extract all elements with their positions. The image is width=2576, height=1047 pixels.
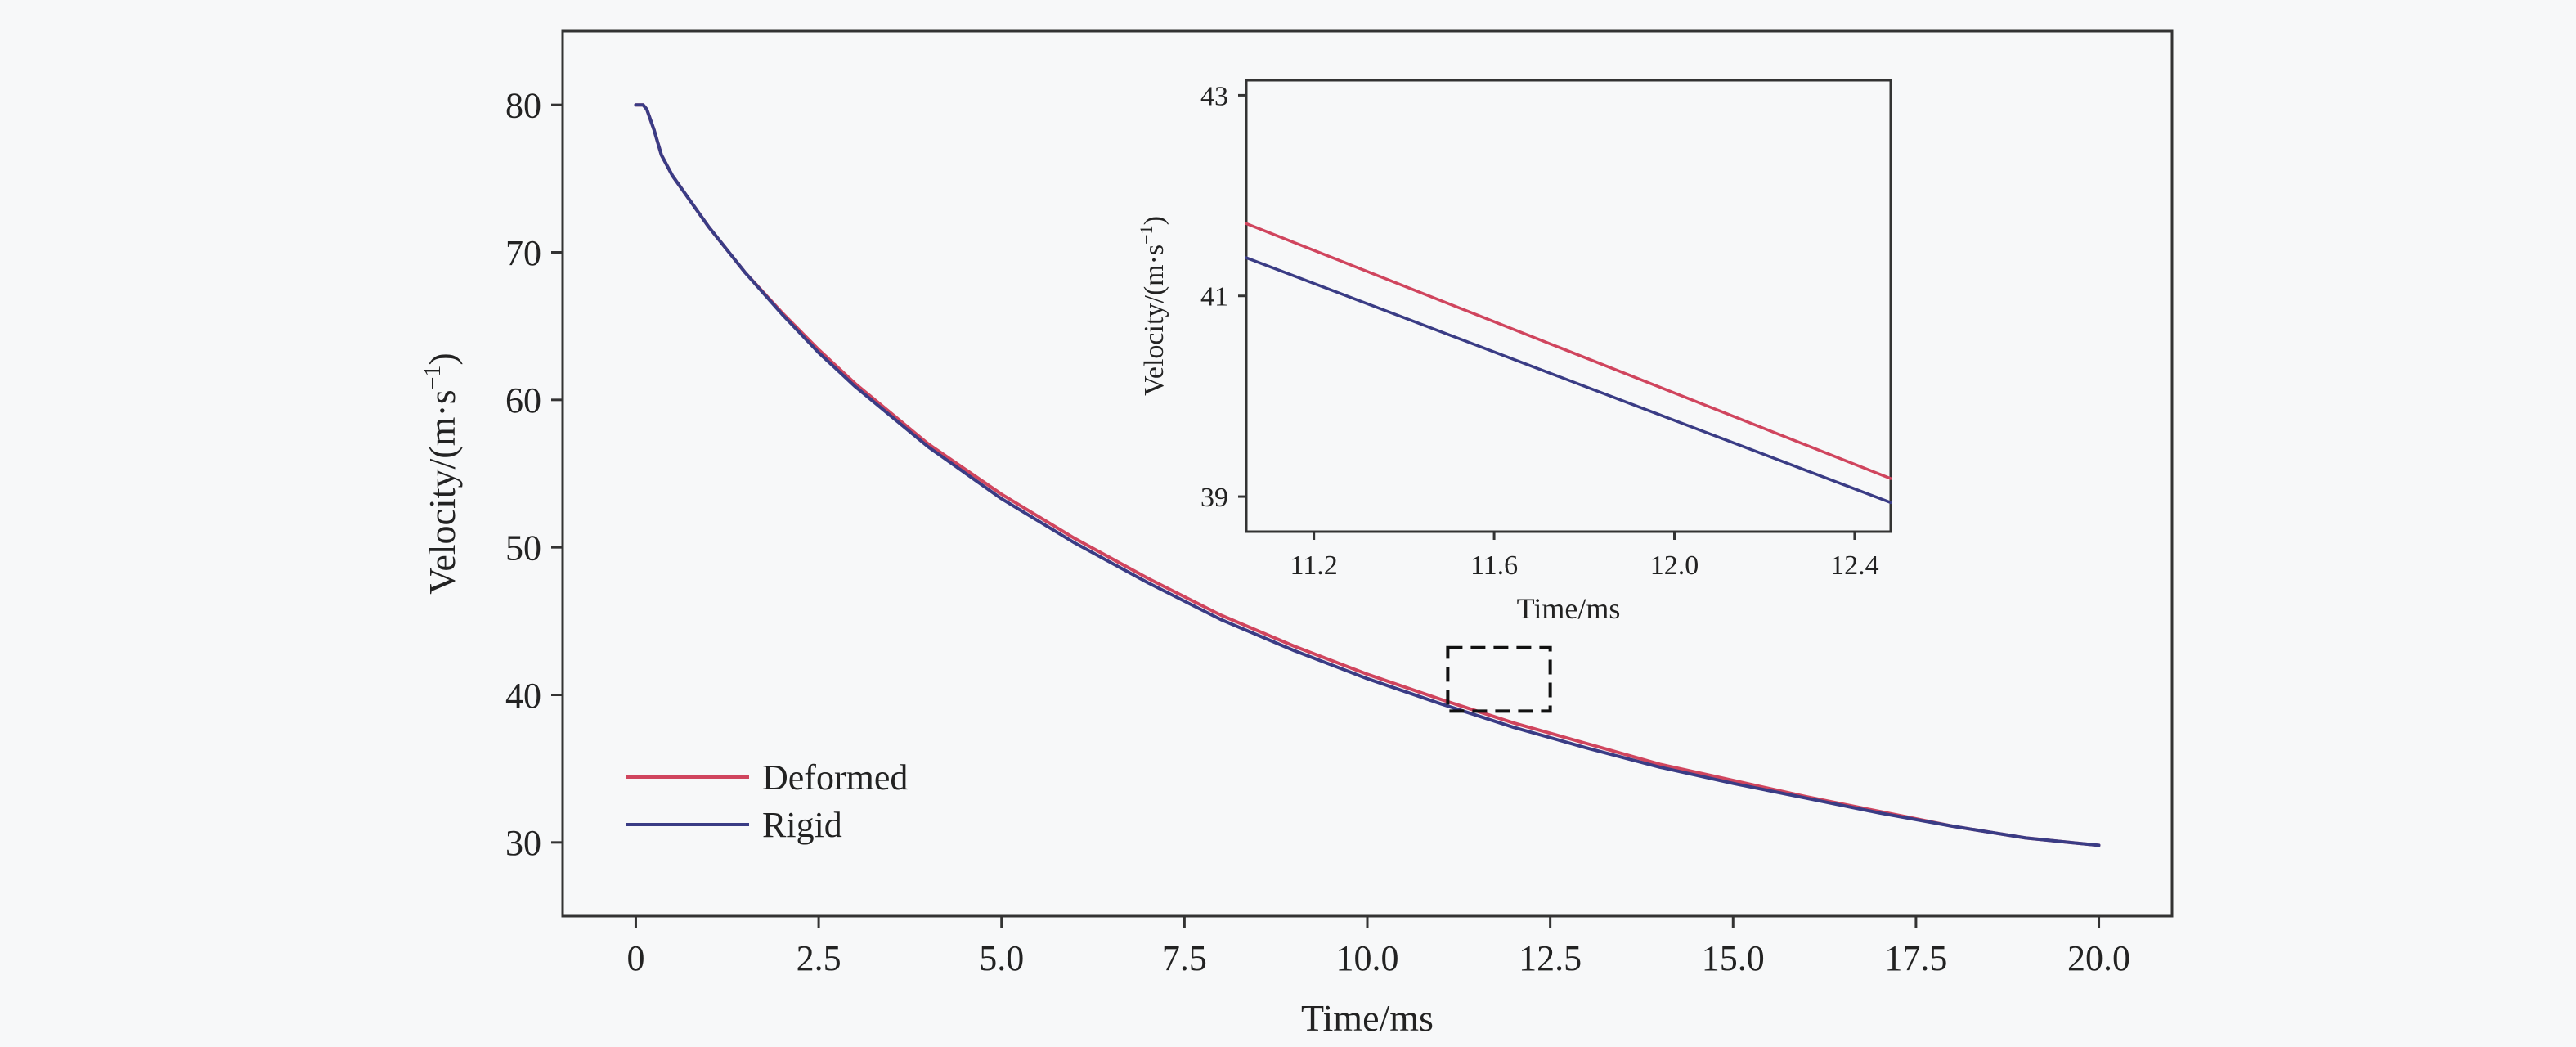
y-tick-label: 39 (1200, 483, 1228, 513)
inset-plot-frame (1245, 79, 1892, 533)
x-tick-label: 0 (626, 938, 644, 978)
x-tick-label: 11.2 (1290, 550, 1338, 581)
inset-x-axis: 11.2 11.6 12.0 12.4 (1290, 532, 1879, 581)
inset-y-axis-label: Velocity/(m·s−1) (1136, 216, 1169, 396)
inset-x-axis-label: Time/ms (1517, 592, 1621, 625)
inset-y-axis: 39 41 43 (1200, 81, 1246, 513)
x-tick-label: 7.5 (1162, 938, 1207, 978)
legend: Deformed Rigid (626, 757, 908, 845)
y-tick-label: 80 (505, 86, 541, 126)
x-tick-label: 12.4 (1830, 550, 1879, 581)
x-tick-label: 11.6 (1470, 550, 1518, 581)
series-line-deformed (1245, 222, 1892, 480)
legend-label-rigid: Rigid (762, 805, 842, 845)
series-line-rigid (634, 103, 2101, 847)
y-tick-label: 70 (505, 233, 541, 273)
y-tick-label: 41 (1200, 282, 1228, 312)
x-tick-label: 15.0 (1702, 938, 1765, 978)
main-y-axis: 30 40 50 60 70 80 (505, 86, 563, 863)
series-line-rigid (1245, 256, 1892, 505)
x-tick-label: 5.0 (979, 938, 1024, 978)
y-tick-label: 43 (1200, 81, 1228, 111)
inset-series (1245, 222, 1892, 505)
zoom-region-box (1446, 645, 1552, 713)
main-plot: 0 2.5 5.0 7.5 10.0 12.5 15.0 17.5 20.0 30 40 50 60 7… (420, 29, 2174, 1039)
y-tick-label: 40 (505, 676, 541, 716)
main-series (634, 103, 2101, 847)
main-x-axis-label: Time/ms (1301, 997, 1434, 1039)
inset-plot: 11.2 11.6 12.0 12.4 39 41 43 Time/ms Velocity… (1136, 79, 1892, 625)
main-x-axis: 0 2.5 5.0 7.5 10.0 12.5 15.0 17.5 20.0 (626, 916, 2130, 978)
x-tick-label: 2.5 (797, 938, 841, 978)
legend-label-deformed: Deformed (762, 757, 908, 798)
y-tick-label: 50 (505, 528, 541, 568)
y-tick-label: 30 (505, 823, 541, 863)
main-y-axis-label: Velocity/(m·s−1) (420, 353, 463, 595)
x-tick-label: 12.0 (1650, 550, 1699, 581)
x-tick-label: 20.0 (2067, 938, 2130, 978)
x-tick-label: 17.5 (1884, 938, 1947, 978)
x-tick-label: 12.5 (1519, 938, 1582, 978)
y-tick-label: 60 (505, 380, 541, 420)
x-tick-label: 10.0 (1336, 938, 1399, 978)
